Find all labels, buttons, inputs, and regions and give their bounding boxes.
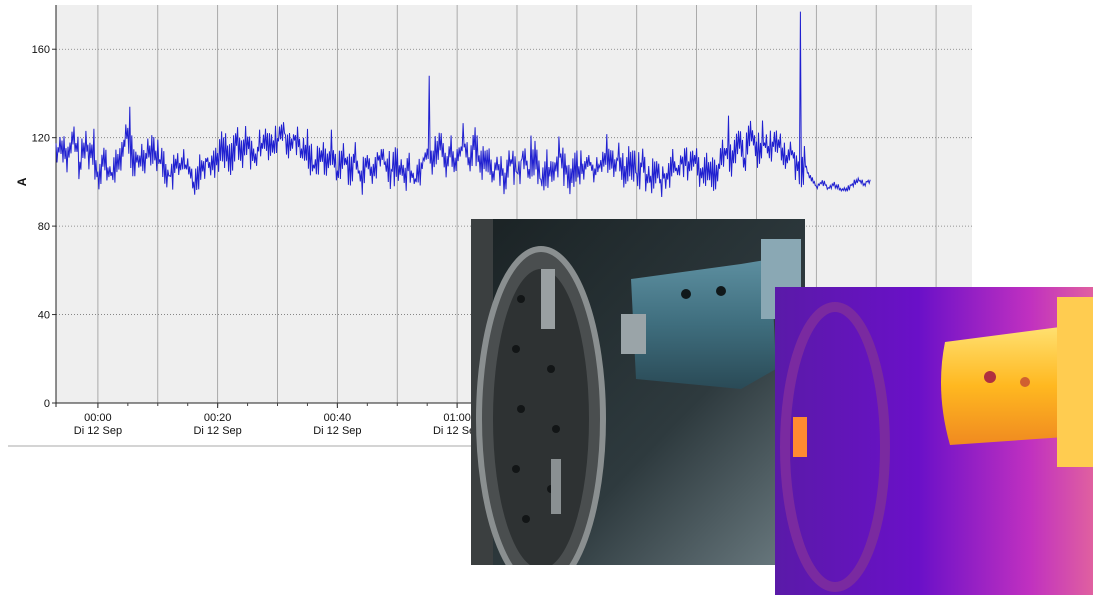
y-axis-label: A <box>15 177 29 186</box>
machine-photo <box>471 219 805 565</box>
y-tick-label: 0 <box>44 398 50 410</box>
x-tick-time: 00:40 <box>324 412 352 424</box>
x-tick-date: Di 12 Sep <box>433 425 481 437</box>
x-tick-time: 00:00 <box>84 412 112 424</box>
x-tick-date: Di 12 Sep <box>193 425 241 437</box>
x-tick-time: 00:20 <box>204 412 232 424</box>
x-tick-date: Di 12 Sep <box>313 425 361 437</box>
x-tick-date: Di 12 Sep <box>74 425 122 437</box>
series-line <box>55 11 871 198</box>
y-tick-labels: 0 40 80 120 160 <box>32 44 50 410</box>
y-tick-label: 40 <box>38 310 50 322</box>
x-tick-time: 01:00 <box>443 412 471 424</box>
y-tick-label: 80 <box>38 221 50 233</box>
y-tick-label: 160 <box>32 44 50 56</box>
thermal-image <box>775 287 1093 595</box>
y-tick-label: 120 <box>32 133 50 145</box>
